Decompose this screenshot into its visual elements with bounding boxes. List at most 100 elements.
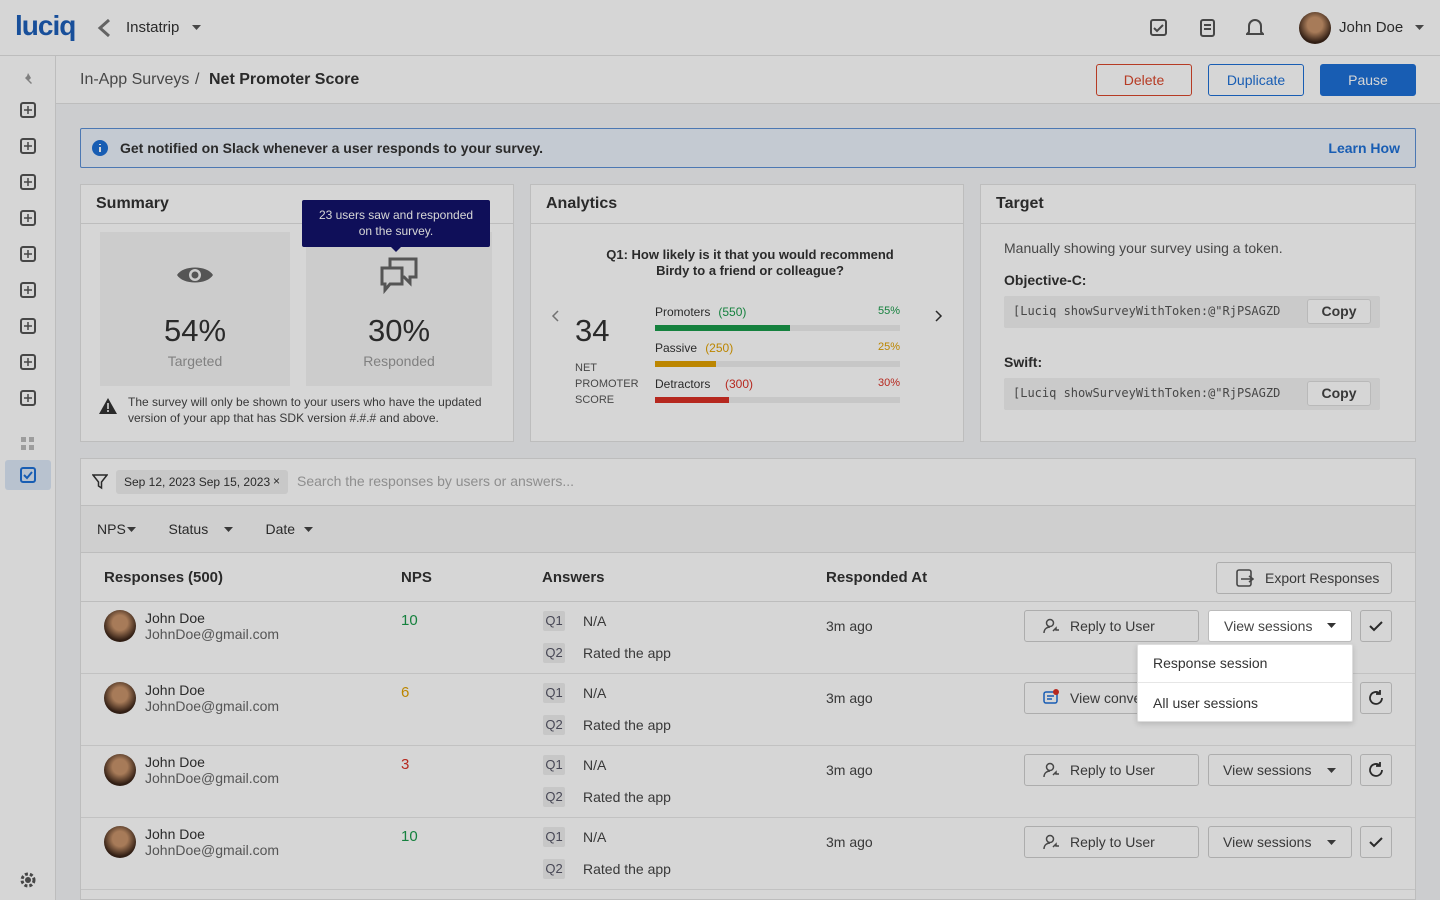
card-divider bbox=[81, 223, 513, 224]
status-button[interactable] bbox=[1360, 610, 1392, 642]
filter-dropdown[interactable]: NPS bbox=[97, 521, 126, 537]
nav-icon[interactable] bbox=[20, 390, 36, 406]
duplicate-button[interactable]: Duplicate bbox=[1208, 64, 1304, 96]
prev-arrow[interactable] bbox=[551, 310, 559, 322]
delete-button[interactable]: Delete bbox=[1096, 64, 1192, 96]
sessions-button[interactable] bbox=[1208, 826, 1352, 858]
menu-item[interactable]: Response session bbox=[1153, 655, 1268, 671]
code: [Luciq showSurveyWithToken:@"RjPSAGZD bbox=[1013, 386, 1281, 400]
banner-text: Get notified on Slack whenever a user re… bbox=[120, 140, 543, 156]
column-header: Responded At bbox=[826, 569, 928, 586]
question-badge: Q2 bbox=[543, 859, 565, 879]
nav-icon[interactable] bbox=[20, 318, 36, 334]
menu-item[interactable]: All user sessions bbox=[1153, 695, 1259, 711]
nav-icon[interactable] bbox=[20, 467, 36, 483]
user-avatar[interactable] bbox=[1299, 12, 1331, 44]
percent-bar bbox=[655, 361, 717, 367]
view-sessions-button[interactable]: View sessions bbox=[1208, 610, 1352, 642]
nav-icon[interactable] bbox=[20, 138, 36, 154]
question-badge: Q1 bbox=[543, 827, 565, 847]
nav-active[interactable] bbox=[5, 460, 51, 490]
group-percent: 30% bbox=[877, 377, 900, 389]
app-name[interactable]: Instatrip bbox=[126, 19, 180, 36]
breadcrumb-parent[interactable]: In-App Surveys bbox=[80, 71, 190, 88]
icon-bell[interactable] bbox=[1246, 18, 1264, 37]
banner bbox=[80, 128, 1416, 168]
question: Q1: How likely is it that you would reco… bbox=[606, 247, 894, 278]
nav-icon[interactable] bbox=[20, 72, 36, 88]
nav-icon[interactable] bbox=[20, 354, 36, 370]
user-name[interactable]: John Doe bbox=[1339, 19, 1404, 36]
answer: N/A bbox=[583, 685, 607, 701]
chat-icon bbox=[380, 257, 418, 294]
breadcrumb-current: Net Promoter Score bbox=[209, 71, 360, 88]
pause-button[interactable]: Pause bbox=[1320, 64, 1416, 96]
nav-icon[interactable] bbox=[20, 174, 36, 190]
eye-icon bbox=[177, 267, 213, 283]
logo[interactable]: luciq bbox=[15, 10, 76, 41]
status-button[interactable] bbox=[1360, 826, 1392, 858]
question-badge: Q2 bbox=[543, 643, 565, 663]
copy-button[interactable]: Copy bbox=[1307, 381, 1371, 406]
user-email: JohnDoe@gmail.com bbox=[145, 770, 280, 786]
nav-icon[interactable] bbox=[20, 436, 36, 452]
date-chip[interactable] bbox=[116, 470, 288, 494]
action-button[interactable] bbox=[1024, 610, 1199, 642]
target-desc: Manually showing your survey using a tok… bbox=[1004, 240, 1283, 256]
chip-close[interactable]: × bbox=[273, 474, 281, 488]
snippet-lang: Objective-C: bbox=[1004, 272, 1087, 288]
user-name: John Doe bbox=[145, 826, 205, 842]
bar-track bbox=[655, 361, 900, 367]
nav-icon[interactable] bbox=[20, 102, 36, 118]
question-badge: Q2 bbox=[543, 715, 565, 735]
action-label: Reply to User bbox=[1070, 834, 1155, 850]
user-email: JohnDoe@gmail.com bbox=[145, 698, 280, 714]
header-divider bbox=[81, 601, 1415, 602]
responded-at: 3m ago bbox=[826, 762, 873, 778]
action-button[interactable] bbox=[1024, 826, 1199, 858]
settings-icon[interactable] bbox=[19, 871, 37, 889]
nav-icon[interactable] bbox=[20, 210, 36, 226]
tooltip-arrow bbox=[390, 246, 402, 252]
responded-at: 3m ago bbox=[826, 690, 873, 706]
percent-bar bbox=[655, 325, 790, 331]
export-button[interactable]: Export Responses bbox=[1216, 562, 1392, 594]
search-input[interactable]: Search the responses by users or answers… bbox=[297, 473, 575, 489]
nps-score: 3 bbox=[401, 756, 410, 773]
menu-divider bbox=[1138, 682, 1352, 683]
filter-dropdown[interactable]: Date bbox=[265, 521, 296, 537]
table-count: (500) bbox=[188, 569, 224, 586]
answer: N/A bbox=[583, 829, 607, 845]
status-button[interactable] bbox=[1360, 754, 1392, 786]
question-badge: Q1 bbox=[543, 683, 565, 703]
user-email: JohnDoe@gmail.com bbox=[145, 626, 280, 642]
table-title: Responses bbox=[104, 569, 185, 586]
next-arrow[interactable] bbox=[935, 310, 943, 322]
icon-tasks[interactable] bbox=[1150, 19, 1168, 37]
filter-dropdown[interactable]: Status bbox=[168, 521, 209, 537]
answer: Rated the app bbox=[583, 717, 671, 733]
summary-note: The survey will only be shown to your us… bbox=[128, 395, 482, 425]
action-button[interactable] bbox=[1024, 754, 1199, 786]
nps-label: NET PROMOTER SCORE bbox=[575, 362, 639, 406]
action-icon bbox=[1043, 762, 1059, 778]
question-badge: Q1 bbox=[543, 755, 565, 775]
avatar bbox=[104, 610, 136, 642]
row-divider bbox=[81, 745, 1415, 746]
info-icon bbox=[92, 140, 108, 156]
caret bbox=[1327, 840, 1336, 845]
icon-docs[interactable] bbox=[1199, 19, 1217, 37]
copy-button[interactable]: Copy bbox=[1307, 299, 1371, 324]
warning-icon bbox=[99, 398, 117, 414]
banner-link[interactable]: Learn How bbox=[1328, 140, 1400, 156]
nav-icon[interactable] bbox=[20, 246, 36, 262]
sessions-button[interactable] bbox=[1208, 754, 1352, 786]
nav-icon[interactable] bbox=[20, 282, 36, 298]
status-button[interactable] bbox=[1360, 682, 1392, 714]
code: [Luciq showSurveyWithToken:@"RjPSAGZD bbox=[1013, 304, 1281, 318]
action-icon bbox=[1043, 689, 1059, 704]
topbar bbox=[0, 0, 1440, 56]
filter-icon[interactable] bbox=[92, 474, 108, 490]
